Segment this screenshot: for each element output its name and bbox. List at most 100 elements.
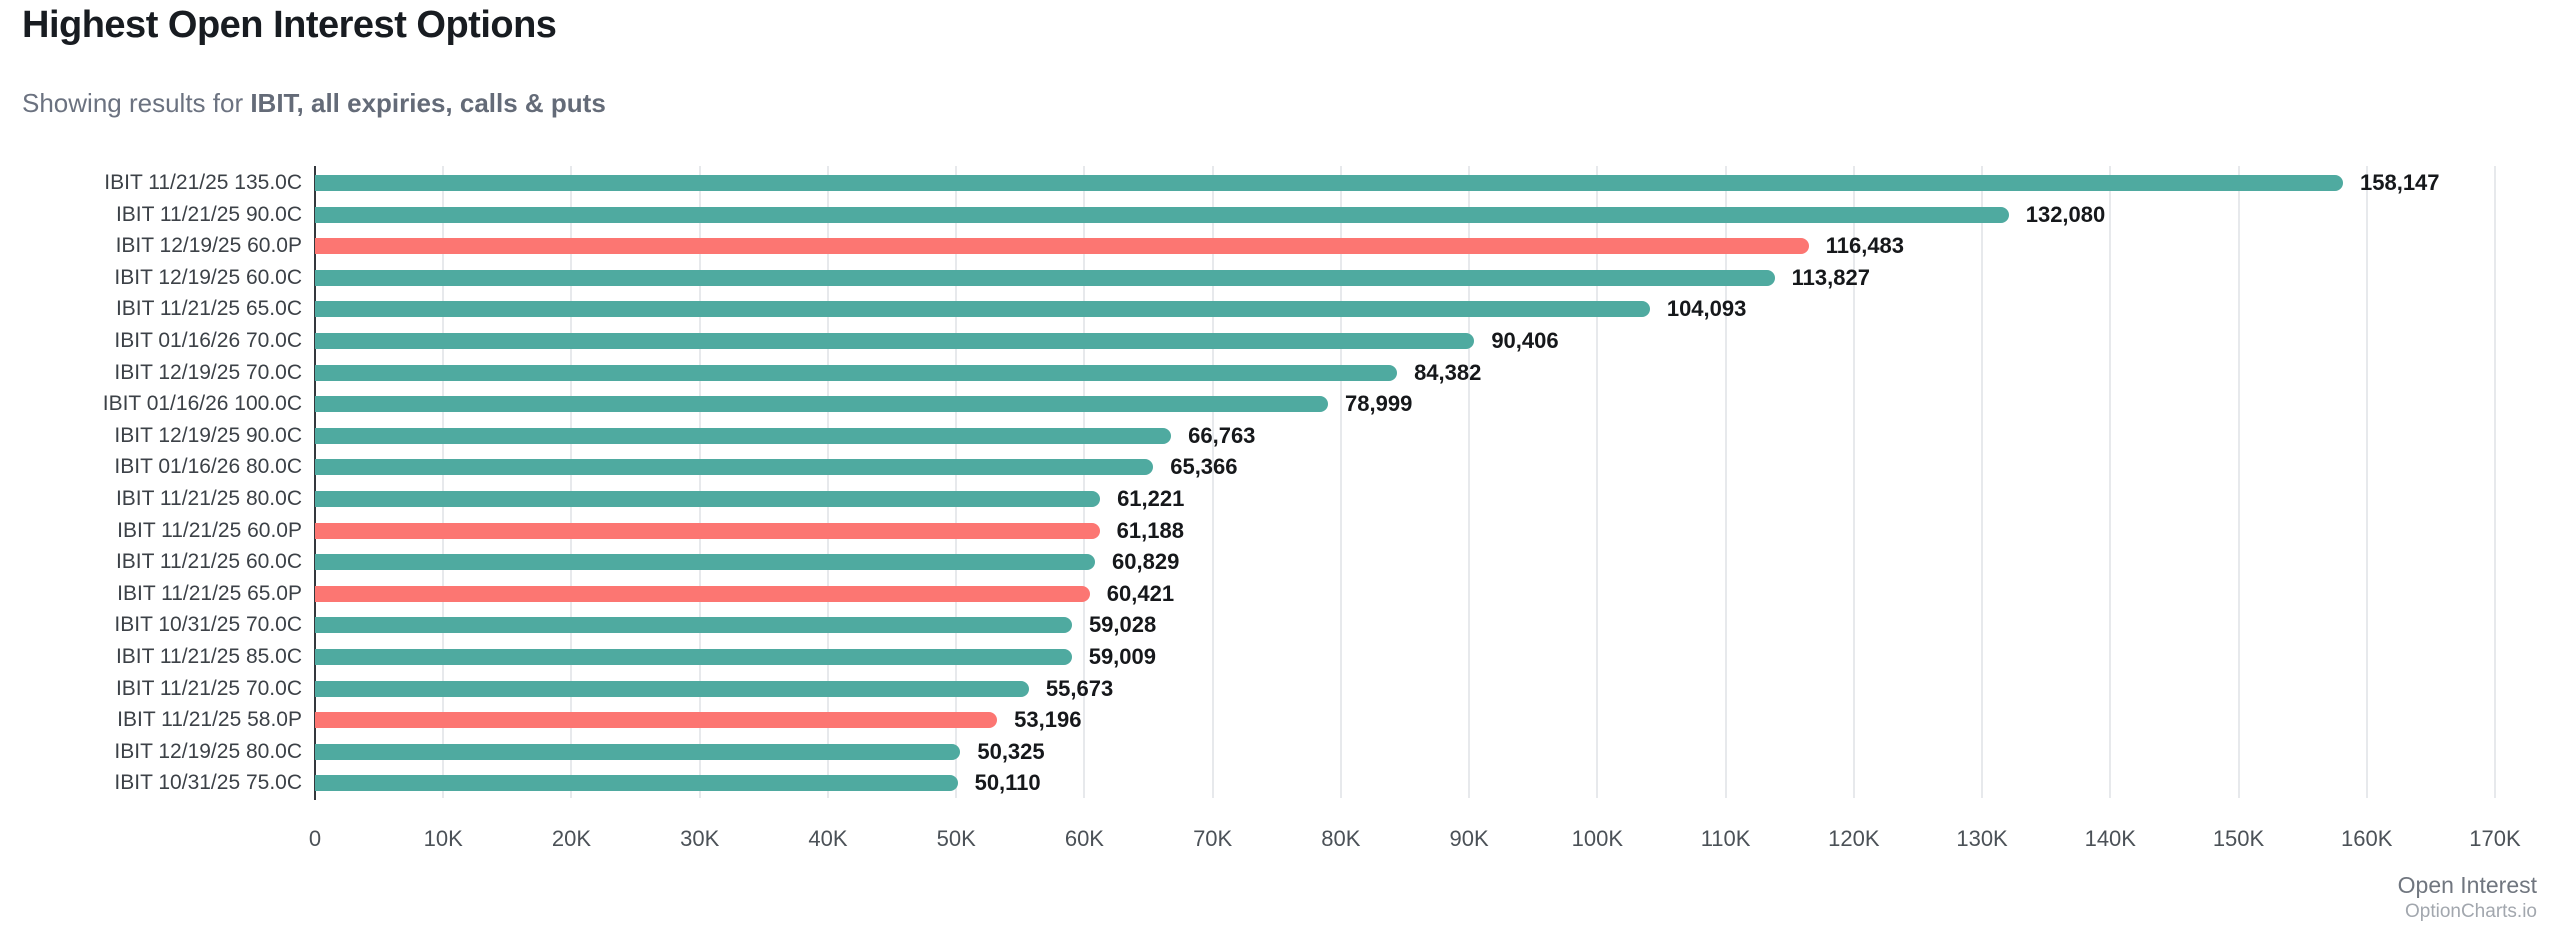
chart-row: IBIT 01/16/26 70.0C 90,406	[114, 325, 2495, 357]
subtitle-prefix: Showing results for	[22, 88, 251, 118]
gridline	[1339, 166, 1342, 798]
value-label: 59,028	[1088, 612, 1157, 638]
call-oi-bar[interactable]	[315, 743, 961, 760]
category-label: IBIT 11/21/25 65.0P	[117, 581, 302, 605]
put-oi-bar[interactable]	[315, 712, 998, 729]
x-tick-label: 90K	[1449, 826, 1489, 851]
gridline	[1596, 166, 1599, 798]
gridline	[1083, 166, 1086, 798]
value-label: 61,221	[1117, 486, 1185, 511]
value-label: 132,080	[2025, 201, 2106, 227]
gridline	[2494, 166, 2496, 798]
category-label: IBIT 01/16/26 100.0C	[102, 392, 302, 416]
call-oi-bar[interactable]	[315, 617, 1072, 634]
chart-row: IBIT 12/19/25 60.0C 113,827	[114, 262, 2495, 294]
x-tick-label: 100K	[1571, 826, 1624, 851]
x-tick-label: 130K	[1956, 826, 2008, 851]
chart-row: IBIT 12/19/25 70.0C 84,382	[114, 357, 2495, 389]
chart-subtitle: Showing results for IBIT, all expiries, …	[22, 88, 606, 119]
chart-row: IBIT 11/21/25 60.0P 61,188	[117, 515, 2495, 547]
gridline	[1211, 166, 1214, 798]
value-label: 158,147	[2360, 170, 2440, 195]
gridline	[570, 166, 573, 798]
chart-row: IBIT 12/19/25 80.0C 50,325	[114, 736, 2495, 768]
value-label: 90,406	[1491, 328, 1559, 353]
x-tick-label: 140K	[2084, 826, 2136, 851]
gridline	[1852, 166, 1855, 798]
call-oi-bar[interactable]	[315, 175, 2343, 191]
subtitle-filter: IBIT, all expiries, calls & puts	[250, 88, 606, 118]
x-tick-label: 120K	[1828, 826, 1880, 851]
chart-row: IBIT 10/31/25 75.0C 50,110	[114, 767, 2495, 799]
call-oi-bar[interactable]	[315, 396, 1329, 413]
chart-row: IBIT 01/16/26 80.0C 65,366	[114, 451, 2495, 483]
category-label: IBIT 11/21/25 58.0P	[117, 708, 302, 732]
category-label: IBIT 12/19/25 70.0C	[114, 360, 302, 384]
gridline	[1724, 166, 1727, 798]
value-label: 113,827	[1791, 264, 1870, 290]
category-label: IBIT 10/31/25 75.0C	[114, 771, 302, 795]
chart-row: IBIT 11/21/25 65.0P 60,421	[117, 578, 2495, 610]
category-label: IBIT 11/21/25 80.0C	[115, 487, 302, 510]
chart-row: IBIT 11/21/25 60.0C 60,829	[116, 546, 2495, 578]
page-title: Highest Open Interest Options	[22, 4, 557, 46]
plot-area: 0 10K 20K 30K 40K 50K 60K 70K 80K 90K 100K 110K 120K…	[103, 166, 2521, 851]
chart-row: IBIT 11/21/25 80.0C 61,221	[116, 483, 2495, 515]
call-oi-bar[interactable]	[315, 427, 1172, 444]
value-label: 55,673	[1045, 675, 1114, 701]
call-oi-bar[interactable]	[315, 206, 2009, 223]
x-axis-title: Open Interest	[2397, 872, 2537, 898]
call-oi-bar[interactable]	[315, 649, 1072, 665]
chart-row: IBIT 10/31/25 70.0C 59,028	[114, 609, 2495, 641]
category-label: IBIT 11/21/25 70.0C	[115, 676, 302, 700]
call-oi-bar[interactable]	[315, 554, 1096, 571]
gridline	[955, 166, 958, 798]
value-label: 50,110	[974, 770, 1041, 796]
call-oi-bar[interactable]	[315, 333, 1475, 349]
gridline	[698, 166, 701, 798]
call-oi-bar[interactable]	[315, 301, 1650, 318]
put-oi-bar[interactable]	[315, 522, 1100, 539]
put-oi-bar[interactable]	[315, 585, 1090, 602]
x-tick-label: 60K	[1064, 826, 1104, 851]
category-label: IBIT 10/31/25 70.0C	[114, 613, 302, 637]
x-tick-label: 20K	[551, 826, 592, 851]
y-axis-line	[314, 166, 316, 800]
category-label: IBIT 01/16/26 80.0C	[114, 455, 302, 479]
x-tick-label: 10K	[423, 826, 463, 851]
value-label: 50,325	[977, 738, 1045, 764]
gridline	[442, 166, 445, 798]
value-label: 60,829	[1112, 549, 1180, 575]
x-tick-label: 70K	[1193, 826, 1233, 851]
x-tick-label: 160K	[2341, 826, 2393, 851]
call-oi-bar[interactable]	[315, 491, 1101, 507]
value-label: 65,366	[1170, 454, 1238, 480]
category-label: IBIT 11/21/25 135.0C	[104, 171, 302, 194]
category-label: IBIT 11/21/25 65.0C	[115, 297, 302, 321]
category-label: IBIT 12/19/25 60.0P	[115, 234, 302, 258]
call-oi-bar[interactable]	[315, 680, 1029, 697]
call-oi-bar[interactable]	[315, 364, 1398, 381]
value-label: 53,196	[1014, 707, 1082, 733]
x-tick-label: 40K	[808, 826, 848, 851]
gridline	[2365, 166, 2368, 798]
x-tick-label: 30K	[680, 826, 720, 851]
gridline	[1981, 166, 1984, 798]
call-oi-bar[interactable]	[315, 269, 1775, 286]
category-label: IBIT 11/21/25 60.0C	[115, 550, 302, 574]
category-label: IBIT 11/21/25 85.0C	[115, 645, 302, 668]
category-label: IBIT 11/21/25 90.0C	[115, 202, 302, 226]
call-oi-bar[interactable]	[315, 775, 958, 792]
gridline	[826, 166, 829, 798]
value-label: 61,188	[1116, 517, 1184, 543]
chart-row: IBIT 11/21/25 85.0C 59,009	[116, 641, 2495, 673]
chart-row: IBIT 11/21/25 135.0C 158,147	[104, 167, 2495, 199]
value-label: 78,999	[1345, 391, 1413, 417]
chart-row: IBIT 12/19/25 60.0P 116,483	[116, 230, 2495, 262]
x-tick-label: 170K	[2469, 826, 2521, 851]
call-oi-bar[interactable]	[315, 459, 1154, 476]
put-oi-bar[interactable]	[315, 238, 1809, 255]
x-tick-label: 80K	[1321, 826, 1361, 851]
gridline	[2109, 166, 2112, 798]
